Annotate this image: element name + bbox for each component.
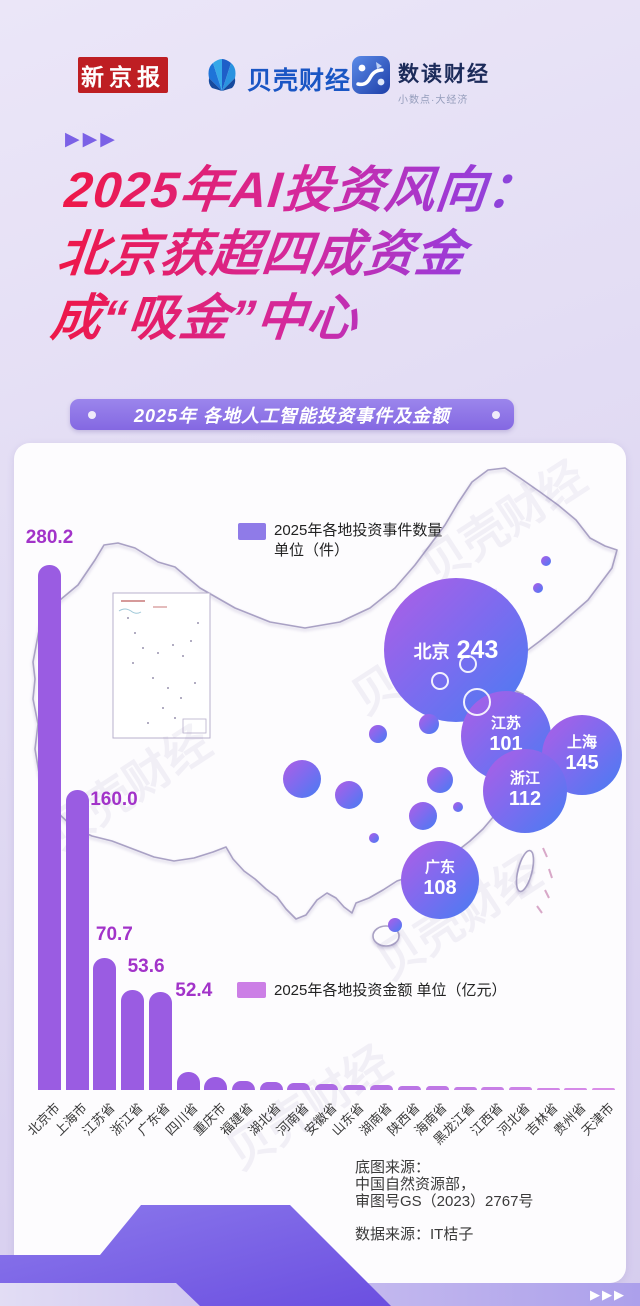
source-line1: 底图来源： xyxy=(355,1159,431,1176)
title-line-2: 北京获超四成资金 xyxy=(55,222,602,286)
bar-吉林省 xyxy=(536,1087,560,1090)
bar-湖南省 xyxy=(370,1085,394,1090)
bar-value-广东省: 52.4 xyxy=(175,979,213,1001)
bar-北京市 xyxy=(38,565,61,1090)
bar-山东省 xyxy=(342,1084,366,1090)
page-title: 2025年AI投资风向： 北京获超四成资金 成“吸金”中心 xyxy=(48,158,608,350)
bar-黑龙江省 xyxy=(453,1086,477,1090)
shell-icon xyxy=(203,58,241,99)
shudu-logo-text: 数读财经 xyxy=(398,63,490,86)
top-arrows-decoration: ▶▶▶ xyxy=(65,129,118,150)
bubble-上海: 上海 145 xyxy=(542,715,622,795)
beike-caijing-logo: 贝壳财经 xyxy=(203,58,351,99)
source-line3: 审图号GS（2023）2767号 xyxy=(355,1193,534,1210)
bar-广东省 xyxy=(148,991,172,1090)
xinjingbao-logo: 新京报 xyxy=(78,57,168,93)
shudu-caijing-logo: 数读财经 小数点·大经济 xyxy=(352,56,490,106)
bubble-广东: 广东 108 xyxy=(401,841,479,919)
bubble-small xyxy=(541,556,551,566)
bar-value-浙江省: 53.6 xyxy=(127,955,165,977)
banner-dot-right xyxy=(492,411,500,419)
bubble-small xyxy=(369,833,379,843)
bar-江苏省 xyxy=(93,957,117,1090)
banner-text: 2025年 各地人工智能投资事件及金额 xyxy=(133,405,451,426)
title-line-1: 2025年AI投资风向： xyxy=(61,158,608,222)
footer-band xyxy=(0,1283,640,1306)
shudu-icon xyxy=(352,56,390,94)
bubble-ring xyxy=(459,655,477,673)
bubble-small xyxy=(388,918,402,932)
bubble-ring xyxy=(431,672,449,690)
money-legend: 2025年各地投资金额 单位（亿元） xyxy=(237,979,507,1000)
bar-value-上海市: 160.0 xyxy=(90,789,138,811)
bar-海南省 xyxy=(425,1086,449,1090)
bubble-small xyxy=(533,583,543,593)
shudu-logo-subtitle: 小数点·大经济 xyxy=(398,95,469,106)
bottom-arrows-decoration: ▶▶▶ xyxy=(590,1287,626,1302)
source-note: 底图来源： 中国自然资源部， 审图号GS（2023）2767号 数据来源：IT桔… xyxy=(355,1159,533,1243)
bar-福建省 xyxy=(231,1081,255,1090)
bubble-ring xyxy=(463,688,491,716)
bar-陕西省 xyxy=(398,1085,422,1090)
bar-天津市 xyxy=(592,1088,615,1090)
bar-value-北京市: 280.2 xyxy=(25,527,74,548)
china-map-outline xyxy=(32,467,618,947)
map-inset-box xyxy=(112,592,211,739)
bar-上海市 xyxy=(65,790,89,1090)
bar-安徽省 xyxy=(315,1084,338,1090)
bar-四川省 xyxy=(176,1072,200,1090)
map-legend-line1: 2025年各地投资事件数量 xyxy=(274,522,443,539)
bar-value-江苏省: 70.7 xyxy=(95,923,133,945)
bubble-small xyxy=(427,767,453,793)
bubble-small xyxy=(369,725,387,743)
map-legend-swatch xyxy=(238,523,266,540)
infographic-card: 贝壳财经贝壳财经贝壳财经贝壳财经贝壳财经 2025年各地投资事件数量 单位（件）… xyxy=(14,443,626,1283)
bar-贵州省 xyxy=(564,1088,588,1090)
source-line2: 中国自然资源部， xyxy=(355,1176,476,1193)
bubble-small xyxy=(419,714,439,734)
bar-河南省 xyxy=(287,1083,311,1090)
title-line-3: 成“吸金”中心 xyxy=(48,286,595,350)
money-legend-swatch xyxy=(237,981,266,998)
bar-重庆市 xyxy=(204,1077,228,1090)
banner-dot-left xyxy=(88,411,96,419)
bar-湖北省 xyxy=(259,1082,283,1090)
map-legend: 2025年各地投资事件数量 单位（件） xyxy=(238,521,442,561)
section-banner: 2025年 各地人工智能投资事件及金额 xyxy=(70,399,514,430)
bubble-small xyxy=(335,781,363,809)
bubble-small xyxy=(409,802,437,830)
bubble-small xyxy=(453,802,463,812)
beike-logo-text: 贝壳财经 xyxy=(247,66,352,95)
bar-浙江省 xyxy=(121,989,145,1090)
bar-江西省 xyxy=(481,1087,505,1090)
money-legend-text: 2025年各地投资金额 单位（亿元） xyxy=(274,982,507,999)
bubble-浙江: 浙江 112 xyxy=(483,749,567,833)
bubble-small xyxy=(283,760,321,798)
bar-河北省 xyxy=(508,1087,532,1090)
map-legend-line2: 单位（件） xyxy=(274,542,350,559)
source-line4: 数据来源：IT桔子 xyxy=(355,1226,474,1243)
